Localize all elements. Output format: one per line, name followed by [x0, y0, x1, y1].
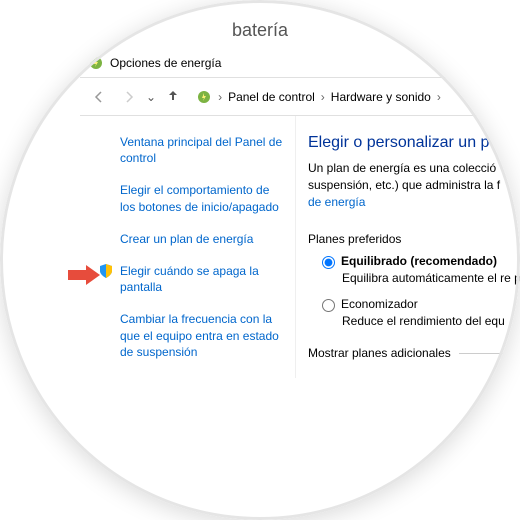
plan-radio[interactable]: [322, 299, 335, 312]
up-button[interactable]: [160, 88, 186, 105]
plan-description: Equilibra automáticamente el re permita.: [342, 271, 520, 285]
control-panel-window: Opciones de energía ⌄ › P: [80, 48, 520, 378]
navbar: ⌄ › Panel de control › Hardware y sonido…: [80, 78, 520, 116]
plan-name: Equilibrado (recomendado): [341, 254, 497, 268]
sidebar-link-power-buttons[interactable]: Elegir el comportamiento de los botones …: [98, 182, 283, 214]
chevron-right-icon[interactable]: ›: [435, 90, 443, 104]
breadcrumb-item[interactable]: Hardware y sonido: [331, 90, 431, 104]
sidebar-link-label: Crear un plan de energía: [98, 231, 283, 247]
plan-option-saver[interactable]: Economizador: [322, 297, 520, 312]
sidebar-link-create-plan[interactable]: Crear un plan de energía: [98, 231, 283, 247]
page-description: Un plan de energía es una colecció suspe…: [308, 160, 520, 210]
chevron-right-icon[interactable]: ›: [216, 90, 224, 104]
back-button[interactable]: [86, 84, 112, 110]
breadcrumb: › Panel de control › Hardware y sonido ›: [190, 89, 443, 105]
divider: [459, 353, 520, 354]
plan-description: Reduce el rendimiento del equ: [342, 314, 520, 328]
plan-name: Economizador: [341, 297, 418, 311]
plan-option-balanced[interactable]: Equilibrado (recomendado): [322, 254, 520, 269]
shield-icon: [98, 263, 114, 279]
history-dropdown-icon[interactable]: ⌄: [146, 90, 156, 104]
sidebar-link-label: Cambiar la frecuencia con la que el equi…: [98, 311, 283, 360]
sidebar-link-sleep[interactable]: Cambiar la frecuencia con la que el equi…: [98, 311, 283, 360]
sidebar-link-label: Elegir el comportamiento de los botones …: [98, 182, 283, 214]
description-link[interactable]: de energía: [308, 195, 365, 209]
top-label: batería: [0, 20, 520, 41]
window-title: Opciones de energía: [110, 56, 221, 70]
more-plans-toggle[interactable]: Mostrar planes adicionales: [308, 346, 520, 360]
titlebar: Opciones de energía: [80, 48, 520, 78]
energy-icon: [196, 89, 212, 105]
sidebar: Ventana principal del Panel de control E…: [80, 116, 295, 378]
sidebar-link-display-off[interactable]: Elegir cuándo se apaga la pantalla: [98, 263, 283, 295]
breadcrumb-item[interactable]: Panel de control: [228, 90, 315, 104]
chevron-right-icon[interactable]: ›: [319, 90, 327, 104]
energy-icon: [88, 55, 104, 71]
plan-radio[interactable]: [322, 256, 335, 269]
forward-button[interactable]: [116, 84, 142, 110]
page-heading: Elegir o personalizar un p: [308, 134, 520, 152]
plans-section-label: Planes preferidos: [308, 232, 520, 246]
sidebar-link-main[interactable]: Ventana principal del Panel de control: [98, 134, 283, 166]
sidebar-link-label: Elegir cuándo se apaga la pantalla: [120, 263, 283, 295]
main-content: Elegir o personalizar un p Un plan de en…: [295, 116, 520, 378]
more-plans-label: Mostrar planes adicionales: [308, 346, 451, 360]
sidebar-link-label: Ventana principal del Panel de control: [98, 134, 283, 166]
